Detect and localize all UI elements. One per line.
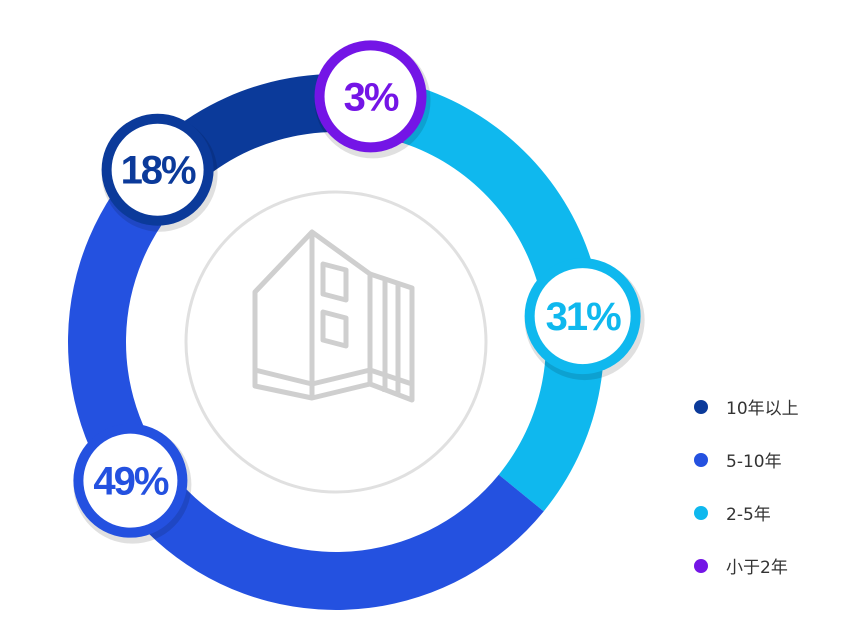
legend-item-under-2: 小于2年 [694,539,854,592]
building-outline-icon [252,229,415,403]
percentage-badges: 18% 49% 31% 3% [73,40,645,544]
donut-segment-5-10 [68,192,544,610]
legend-dot [694,505,708,520]
legend-dot [694,452,708,467]
badge-2-5: 31% [524,258,645,381]
legend-label: 5-10年 [726,452,782,472]
legend-item-5-10: 5-10年 [694,433,854,486]
data-label-under-2: 3% [344,75,399,119]
legend: 10年以上 5-10年 2-5年 小于2年 [694,380,854,592]
legend-dot [694,558,708,573]
legend-dot [694,399,708,414]
donut-segment-2-5 [403,88,604,512]
badge-5-10: 49% [73,423,192,544]
legend-label: 10年以上 [726,399,799,419]
data-label-10-plus: 18% [121,149,196,193]
legend-label: 小于2年 [726,558,788,578]
data-label-2-5: 31% [546,295,621,339]
data-label-5-10: 49% [93,460,168,504]
badge-under-2: 3% [314,40,431,159]
badge-10-plus: 18% [101,113,218,232]
legend-item-2-5: 2-5年 [694,486,854,539]
legend-label: 2-5年 [726,505,771,525]
legend-item-10-plus: 10年以上 [694,380,854,433]
center-circle [184,190,488,494]
